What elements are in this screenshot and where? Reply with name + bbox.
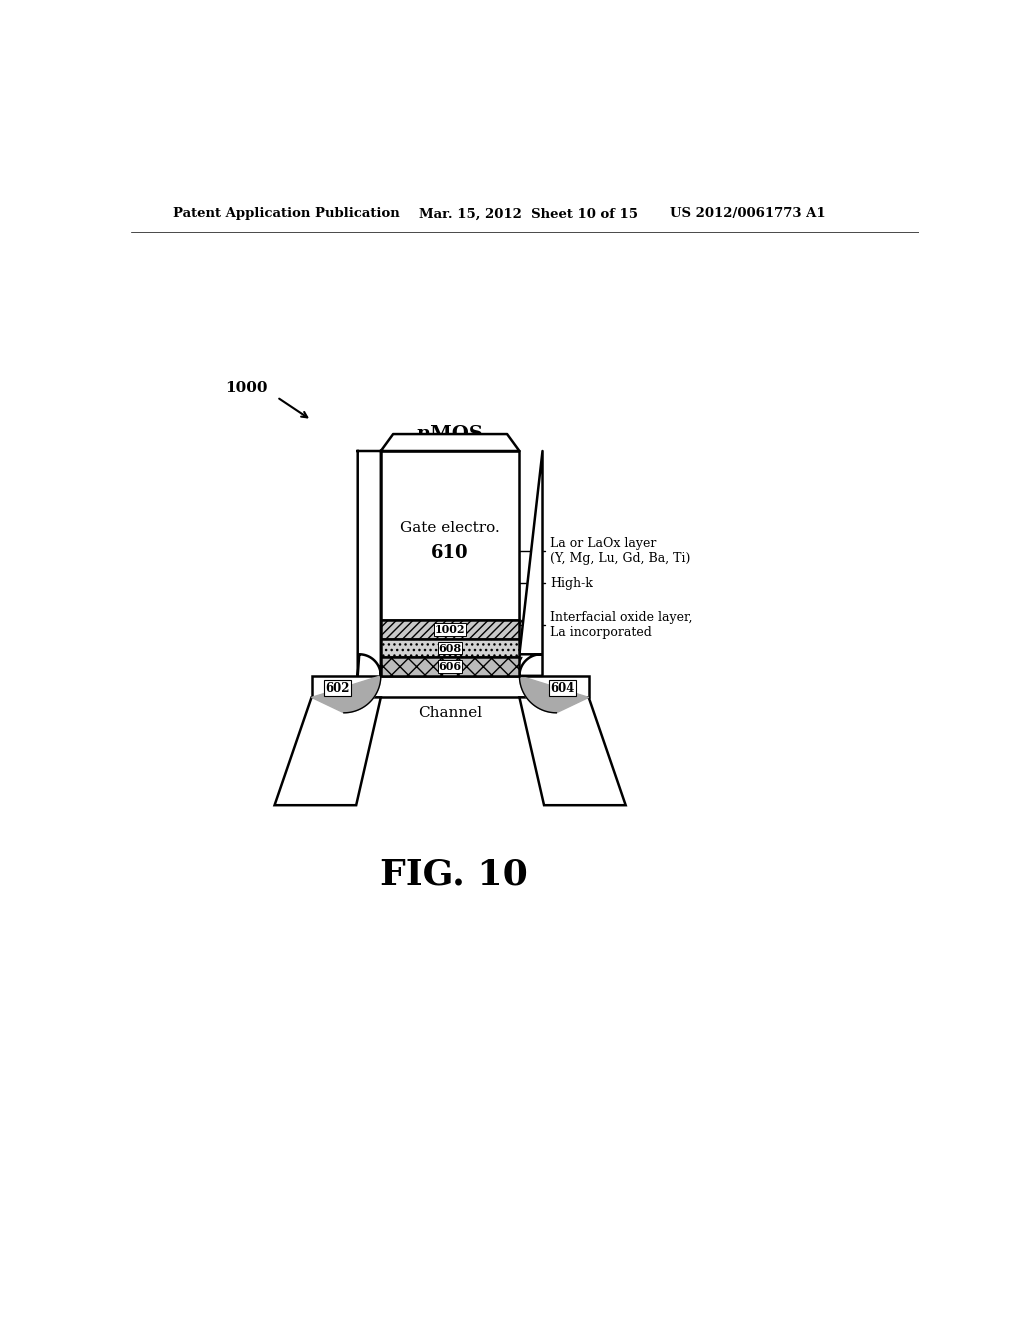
Polygon shape (519, 451, 543, 676)
Text: 610: 610 (431, 544, 469, 561)
Bar (381, 620, 519, 639)
Bar (381, 657, 519, 676)
Bar (381, 639, 519, 657)
Polygon shape (381, 434, 519, 451)
Polygon shape (519, 676, 589, 713)
Text: Mar. 15, 2012  Sheet 10 of 15: Mar. 15, 2012 Sheet 10 of 15 (419, 207, 638, 220)
Text: FIG. 10: FIG. 10 (380, 858, 528, 891)
Text: 1000: 1000 (225, 381, 267, 395)
Text: La or LaOx layer
(Y, Mg, Lu, Gd, Ba, Ti): La or LaOx layer (Y, Mg, Lu, Gd, Ba, Ti) (517, 537, 690, 626)
Text: 608: 608 (438, 643, 462, 653)
Text: 1002: 1002 (435, 624, 465, 635)
Polygon shape (311, 676, 589, 697)
Text: Gate electro.: Gate electro. (400, 521, 500, 535)
Text: nMOS: nMOS (417, 425, 483, 444)
Text: 606: 606 (438, 661, 462, 672)
Polygon shape (311, 676, 381, 713)
Text: Channel: Channel (418, 706, 482, 719)
Polygon shape (357, 451, 381, 676)
Bar (381, 451, 519, 620)
Text: High-k: High-k (517, 577, 593, 644)
Polygon shape (519, 697, 626, 805)
Polygon shape (274, 697, 381, 805)
Text: Patent Application Publication: Patent Application Publication (173, 207, 399, 220)
Text: 602: 602 (326, 681, 350, 694)
Text: Interfacial oxide layer,
La incorporated: Interfacial oxide layer, La incorporated (517, 611, 692, 663)
Text: US 2012/0061773 A1: US 2012/0061773 A1 (670, 207, 825, 220)
Text: 604: 604 (550, 681, 574, 694)
